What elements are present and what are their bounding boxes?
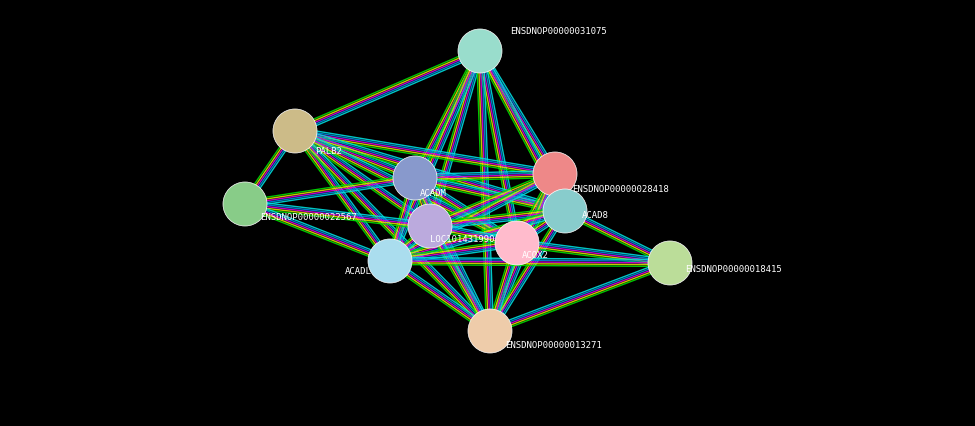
Circle shape (468, 309, 512, 353)
Circle shape (543, 189, 587, 233)
Circle shape (533, 152, 577, 196)
Circle shape (408, 204, 452, 248)
Circle shape (273, 109, 317, 153)
Text: ENSDNOP00000013271: ENSDNOP00000013271 (505, 342, 602, 351)
Circle shape (223, 182, 267, 226)
Text: ACADL: ACADL (345, 267, 371, 276)
Circle shape (648, 241, 692, 285)
Circle shape (368, 239, 412, 283)
Circle shape (458, 29, 502, 73)
Text: ACADM: ACADM (420, 190, 447, 199)
Text: ENSDNOP00000028418: ENSDNOP00000028418 (572, 184, 669, 193)
Text: LOC101431990: LOC101431990 (430, 234, 494, 244)
Circle shape (495, 221, 539, 265)
Circle shape (393, 156, 437, 200)
Text: ENSDNOP00000031075: ENSDNOP00000031075 (510, 26, 606, 35)
Text: ENSDNOP00000022567: ENSDNOP00000022567 (260, 213, 357, 222)
Text: ENSDNOP00000018415: ENSDNOP00000018415 (685, 265, 782, 273)
Text: ACOX2: ACOX2 (522, 251, 549, 261)
Text: ACAD8: ACAD8 (582, 211, 608, 221)
Text: PALB2: PALB2 (315, 147, 342, 155)
